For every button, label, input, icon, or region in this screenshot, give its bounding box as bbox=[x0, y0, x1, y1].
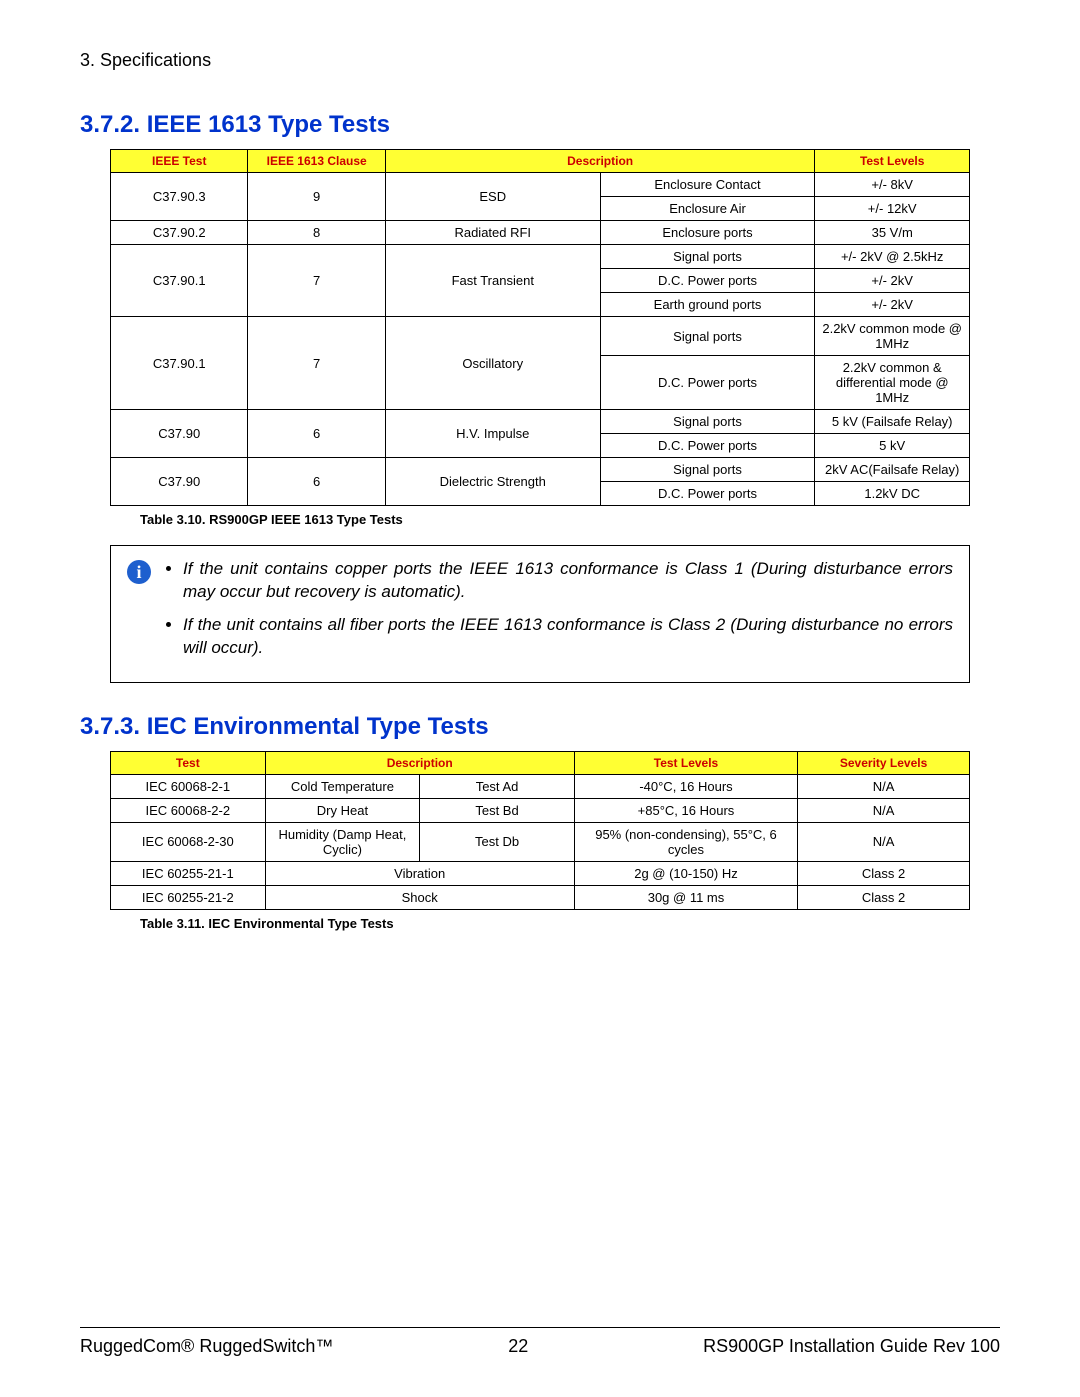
table-cell: Test Db bbox=[420, 822, 575, 861]
table-cell: D.C. Power ports bbox=[600, 356, 815, 410]
table-cell: Earth ground ports bbox=[600, 293, 815, 317]
table-header: Description bbox=[265, 751, 574, 774]
table-cell: 95% (non-condensing), 55°C, 6 cycles bbox=[574, 822, 797, 861]
info-note-box: i If the unit contains copper ports the … bbox=[110, 545, 970, 683]
table-cell: Enclosure Contact bbox=[600, 173, 815, 197]
table-cell: 9 bbox=[248, 173, 385, 221]
table-cell: C37.90.3 bbox=[111, 173, 248, 221]
table-cell: Test Ad bbox=[420, 774, 575, 798]
table-cell: 1.2kV DC bbox=[815, 482, 970, 506]
table-header: Test Levels bbox=[815, 150, 970, 173]
page-footer: RuggedCom® RuggedSwitch™ 22 RS900GP Inst… bbox=[80, 1327, 1000, 1357]
table-header: Severity Levels bbox=[798, 751, 970, 774]
table-cell: Humidity (Damp Heat, Cyclic) bbox=[265, 822, 420, 861]
table-cell: 8 bbox=[248, 221, 385, 245]
footer-center: 22 bbox=[508, 1336, 528, 1357]
table-cell: 2.2kV common mode @ 1MHz bbox=[815, 317, 970, 356]
note-item: If the unit contains copper ports the IE… bbox=[183, 558, 953, 604]
table-2-caption: Table 3.11. IEC Environmental Type Tests bbox=[140, 916, 1000, 931]
table-cell: Signal ports bbox=[600, 410, 815, 434]
table-cell: Shock bbox=[265, 885, 574, 909]
table-cell: Vibration bbox=[265, 861, 574, 885]
table-cell: Class 2 bbox=[798, 861, 970, 885]
table-cell: D.C. Power ports bbox=[600, 269, 815, 293]
footer-left: RuggedCom® RuggedSwitch™ bbox=[80, 1336, 333, 1357]
table-cell: 35 V/m bbox=[815, 221, 970, 245]
section-1-title: 3.7.2. IEEE 1613 Type Tests bbox=[80, 111, 1000, 139]
info-icon: i bbox=[127, 560, 151, 584]
table-cell: N/A bbox=[798, 822, 970, 861]
document-page: 3. Specifications 3.7.2. IEEE 1613 Type … bbox=[0, 0, 1080, 1397]
table-header: IEEE Test bbox=[111, 150, 248, 173]
table-cell: IEC 60068-2-30 bbox=[111, 822, 266, 861]
table-cell: Radiated RFI bbox=[385, 221, 600, 245]
table-cell: 2kV AC(Failsafe Relay) bbox=[815, 458, 970, 482]
table-cell: +85°C, 16 Hours bbox=[574, 798, 797, 822]
table-header: IEEE 1613 Clause bbox=[248, 150, 385, 173]
table-cell: Enclosure ports bbox=[600, 221, 815, 245]
table-cell: C37.90 bbox=[111, 410, 248, 458]
table-cell: C37.90.1 bbox=[111, 245, 248, 317]
table-cell: 5 kV bbox=[815, 434, 970, 458]
table-cell: +/- 2kV @ 2.5kHz bbox=[815, 245, 970, 269]
table-cell: 7 bbox=[248, 317, 385, 410]
table-cell: Dielectric Strength bbox=[385, 458, 600, 506]
table-cell: +/- 2kV bbox=[815, 293, 970, 317]
table-cell: Signal ports bbox=[600, 317, 815, 356]
table-header: Test Levels bbox=[574, 751, 797, 774]
table-cell: +/- 8kV bbox=[815, 173, 970, 197]
table-cell: Enclosure Air bbox=[600, 197, 815, 221]
table-cell: IEC 60255-21-1 bbox=[111, 861, 266, 885]
section-2-title: 3.7.3. IEC Environmental Type Tests bbox=[80, 713, 1000, 741]
ieee-1613-table: IEEE TestIEEE 1613 ClauseDescriptionTest… bbox=[110, 149, 970, 506]
table-cell: IEC 60068-2-1 bbox=[111, 774, 266, 798]
iec-env-table: TestDescriptionTest LevelsSeverity Level… bbox=[110, 751, 970, 910]
table-cell: Signal ports bbox=[600, 458, 815, 482]
table-cell: Test Bd bbox=[420, 798, 575, 822]
table-cell: -40°C, 16 Hours bbox=[574, 774, 797, 798]
table-cell: IEC 60255-21-2 bbox=[111, 885, 266, 909]
table-cell: +/- 12kV bbox=[815, 197, 970, 221]
table-cell: 30g @ 11 ms bbox=[574, 885, 797, 909]
table-cell: Oscillatory bbox=[385, 317, 600, 410]
table-cell: Dry Heat bbox=[265, 798, 420, 822]
table-cell: 2.2kV common & differential mode @ 1MHz bbox=[815, 356, 970, 410]
table-cell: C37.90 bbox=[111, 458, 248, 506]
note-item: If the unit contains all fiber ports the… bbox=[183, 614, 953, 660]
table-cell: C37.90.1 bbox=[111, 317, 248, 410]
table-cell: N/A bbox=[798, 774, 970, 798]
table-cell: H.V. Impulse bbox=[385, 410, 600, 458]
table-cell: C37.90.2 bbox=[111, 221, 248, 245]
chapter-label: 3. Specifications bbox=[80, 50, 1000, 71]
table-cell: N/A bbox=[798, 798, 970, 822]
table-cell: Cold Temperature bbox=[265, 774, 420, 798]
table-cell: +/- 2kV bbox=[815, 269, 970, 293]
table-cell: Fast Transient bbox=[385, 245, 600, 317]
table-1-caption: Table 3.10. RS900GP IEEE 1613 Type Tests bbox=[140, 512, 1000, 527]
table-cell: 6 bbox=[248, 410, 385, 458]
table-cell: D.C. Power ports bbox=[600, 482, 815, 506]
table-cell: Class 2 bbox=[798, 885, 970, 909]
table-cell: IEC 60068-2-2 bbox=[111, 798, 266, 822]
table-cell: Signal ports bbox=[600, 245, 815, 269]
table-cell: D.C. Power ports bbox=[600, 434, 815, 458]
footer-right: RS900GP Installation Guide Rev 100 bbox=[703, 1336, 1000, 1357]
note-content: If the unit contains copper ports the IE… bbox=[165, 558, 953, 670]
table-cell: 6 bbox=[248, 458, 385, 506]
table-cell: ESD bbox=[385, 173, 600, 221]
table-cell: 7 bbox=[248, 245, 385, 317]
table-cell: 5 kV (Failsafe Relay) bbox=[815, 410, 970, 434]
table-header: Description bbox=[385, 150, 815, 173]
table-cell: 2g @ (10-150) Hz bbox=[574, 861, 797, 885]
table-header: Test bbox=[111, 751, 266, 774]
